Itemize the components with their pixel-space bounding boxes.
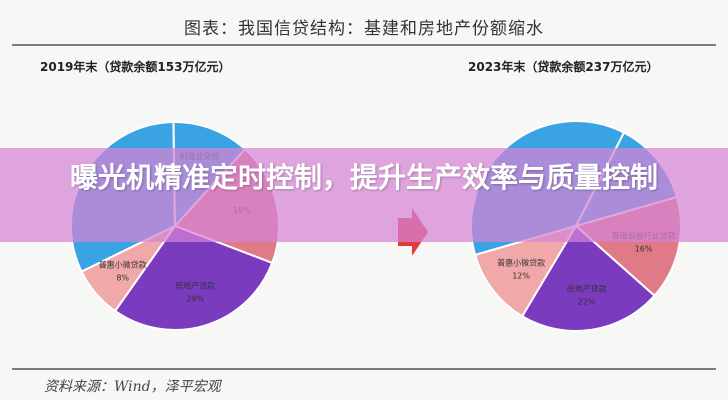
source-note: 资料来源：Wind，泽平宏观: [44, 379, 221, 395]
slice-label: 普惠小微贷款: [99, 260, 147, 270]
bottom-rule: [12, 368, 716, 370]
pie-slice-real_estate: [520, 224, 656, 333]
figure-title: 图表：我国信贷结构：基建和房地产份额缩水: [184, 19, 544, 39]
top-rule: [12, 44, 716, 46]
chart-title-2023: 2023年末（贷款余额237万亿元）: [468, 60, 659, 74]
overlay-banner: [0, 148, 728, 242]
slice-percent-label: 16%: [635, 244, 653, 253]
banner-text: 曝光机精准定时控制，提升生产效率与质量控制: [69, 161, 658, 194]
slice-label: 房地产贷款: [567, 284, 607, 294]
pie-slice-inclusive: [473, 224, 579, 318]
pie-slice-inclusive: [80, 225, 176, 313]
slice-percent-label: 29%: [186, 295, 204, 304]
slice-percent-label: 22%: [578, 298, 596, 307]
chart-title-2019: 2019年末（贷款余额153万亿元）: [40, 60, 231, 74]
pie-slice-real_estate: [113, 224, 274, 331]
slice-percent-label: 12%: [512, 271, 530, 280]
slice-label: 房地产贷款: [175, 281, 215, 291]
slice-percent-label: 8%: [116, 274, 129, 283]
slice-label: 普惠小微贷款: [497, 257, 545, 267]
